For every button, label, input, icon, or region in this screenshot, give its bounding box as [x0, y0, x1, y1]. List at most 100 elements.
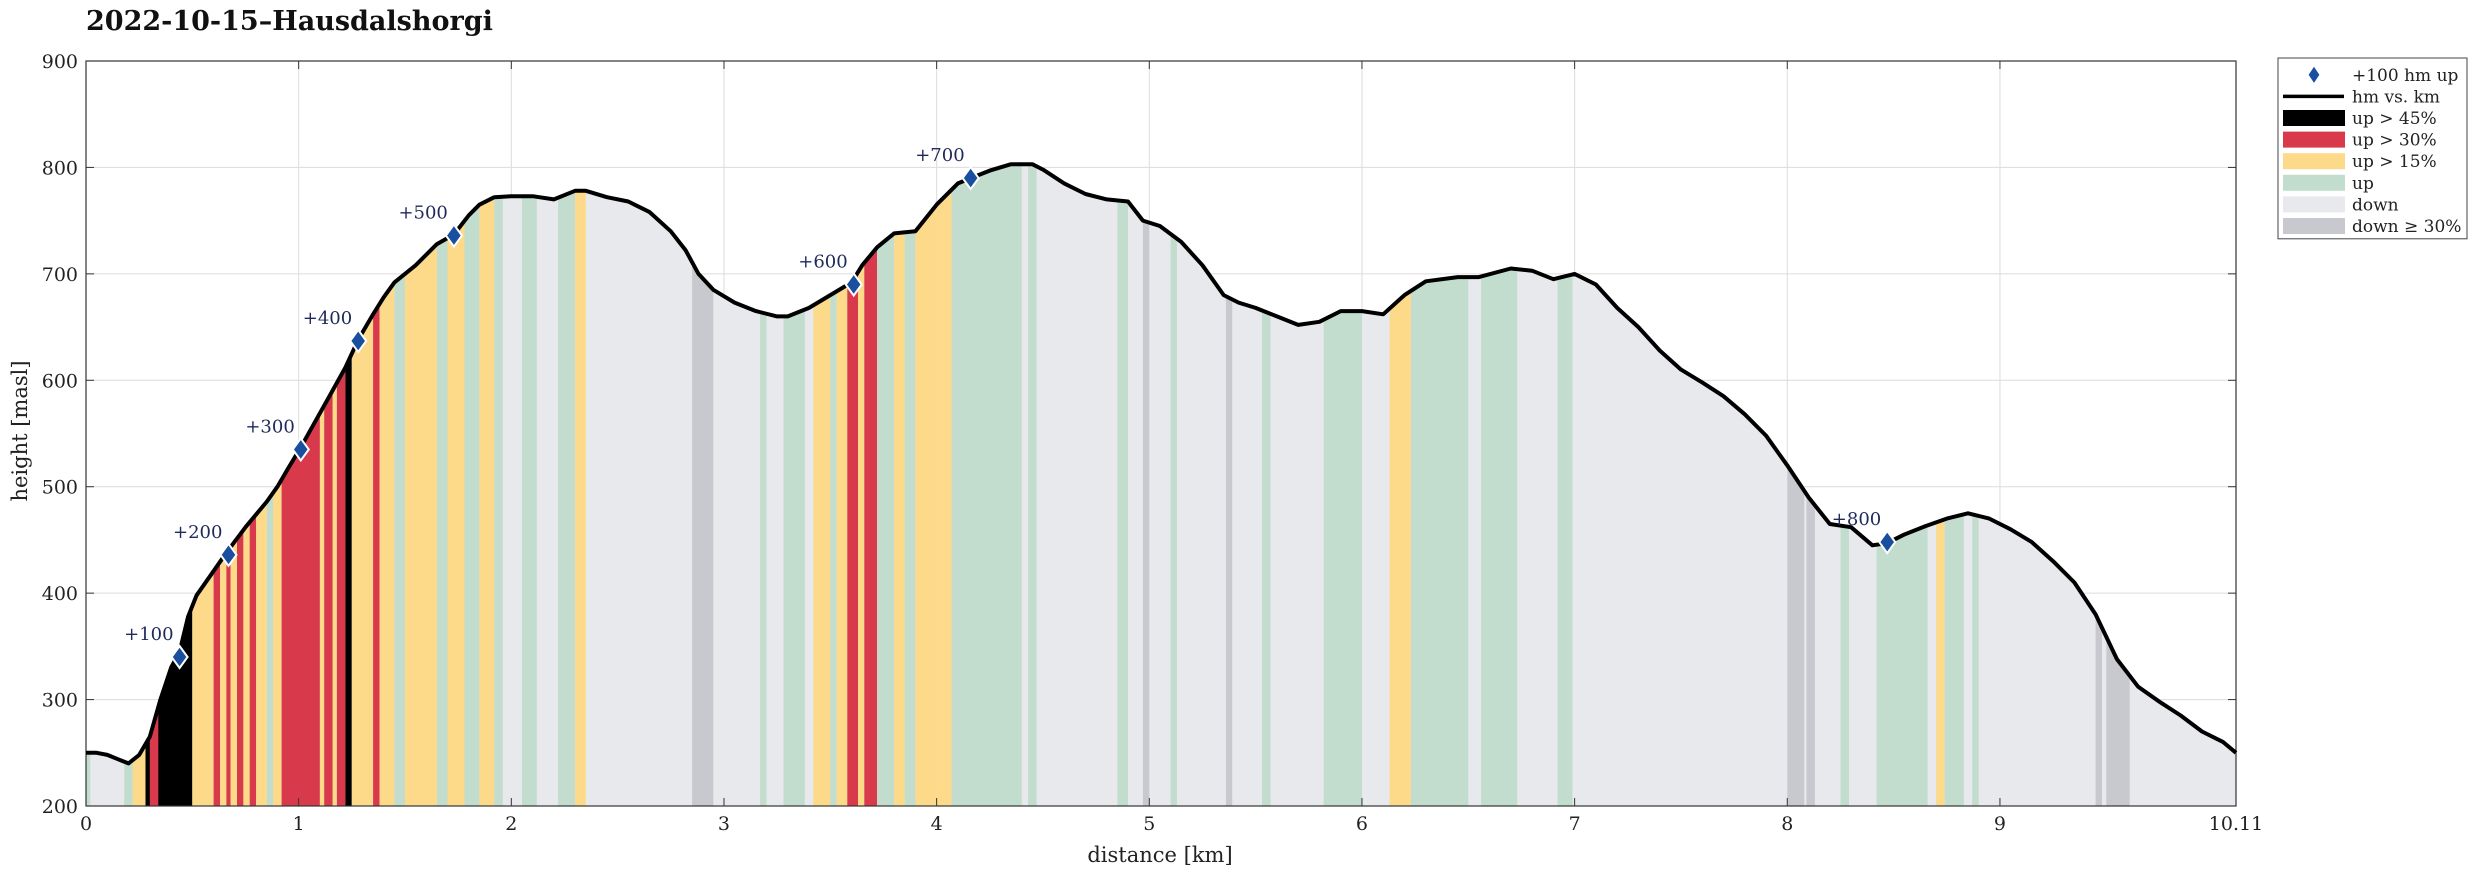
x-tick-label: 4: [931, 813, 943, 835]
x-tick-label: 1: [293, 813, 305, 835]
x-tick-label: 6: [1356, 813, 1368, 835]
band-up: [1972, 514, 1979, 806]
legend-swatch: [2283, 153, 2345, 170]
band-up: [1557, 274, 1573, 806]
band-up: [266, 492, 274, 806]
milestone-marker: [348, 328, 368, 354]
band-up15: [273, 479, 282, 806]
x-tick-label: 5: [1143, 813, 1155, 835]
band-up: [783, 309, 805, 806]
band-up30: [324, 390, 333, 806]
x-axis-label: distance [km]: [1087, 843, 1232, 867]
band-up30: [373, 304, 380, 806]
chart-title: 2022-10-15–Hausdalshorgi: [86, 6, 493, 37]
band-up30: [226, 547, 231, 806]
band-up15: [256, 501, 267, 806]
milestone-marker: [444, 222, 464, 249]
band-up: [1944, 514, 1964, 806]
legend-swatch: [2283, 174, 2345, 191]
milestone-label: +400: [303, 308, 352, 329]
band-up15: [192, 571, 214, 806]
band-up15: [936, 189, 952, 807]
milestone-label: +700: [915, 145, 964, 166]
milestone-label: +500: [398, 203, 447, 224]
band-up15: [230, 538, 237, 806]
band-up: [86, 752, 91, 806]
band-up45: [345, 353, 352, 806]
legend-marker-icon: [2307, 64, 2321, 85]
milestone-label: +100: [124, 624, 173, 645]
x-tick-label: 3: [718, 813, 730, 835]
band-up: [1876, 525, 1928, 806]
legend-swatch: [2283, 110, 2345, 126]
band-down30: [692, 262, 714, 806]
band-up15: [1936, 519, 1945, 806]
band-up15: [332, 382, 337, 806]
band-up15: [479, 197, 495, 806]
y-tick-label: 300: [42, 690, 78, 712]
band-up: [1323, 311, 1362, 806]
band-up: [1840, 525, 1849, 806]
milestone-labels: +100 +200 +300 +400 +500 +600 +700 +800: [124, 145, 1881, 645]
plot-frame: [85, 60, 2237, 807]
milestone-label: +600: [798, 252, 847, 273]
down-area-fill: [86, 164, 2236, 806]
band-up: [1410, 277, 1469, 807]
band-up30: [249, 514, 257, 806]
band-up15: [858, 262, 865, 806]
band-up15: [447, 220, 465, 807]
milestone-marker: [170, 644, 189, 670]
y-tick-label: 800: [42, 157, 78, 179]
band-up15: [836, 284, 848, 806]
band-up15: [351, 314, 374, 806]
y-axis-label: height [masl]: [8, 360, 32, 501]
y-tick-label: 700: [42, 264, 78, 286]
legend-label: up > 30%: [2352, 131, 2437, 151]
band-down30: [1806, 494, 1815, 806]
band-up30: [336, 367, 346, 806]
band-up30: [281, 413, 320, 806]
legend-swatch: [2283, 131, 2345, 148]
x-tick-label: 10.11: [2209, 813, 2263, 835]
band-up: [494, 196, 503, 806]
band-up: [522, 196, 537, 806]
band-up: [830, 291, 837, 806]
band-up30: [213, 561, 220, 806]
y-tick-label: 600: [42, 370, 78, 392]
legend-label: up > 45%: [2352, 109, 2437, 129]
y-axis-ticks: 200 300 400 500 600 700 800 900: [42, 51, 2236, 818]
band-down30: [1787, 465, 1805, 806]
band-up: [760, 312, 767, 806]
milestone-label: +800: [1832, 509, 1881, 530]
band-down30: [2106, 636, 2130, 806]
milestone-marker: [961, 165, 980, 191]
band-up15: [915, 204, 937, 806]
band-up15: [575, 190, 586, 807]
band-up30: [864, 247, 878, 807]
band-up: [436, 238, 448, 807]
gradient-bands: [86, 164, 2130, 807]
band-up: [1262, 310, 1271, 806]
band-up: [877, 233, 895, 806]
legend-swatch: [2283, 218, 2345, 234]
band-up: [1028, 164, 1037, 806]
y-tick-label: 900: [42, 51, 78, 73]
milestone-marker: [844, 271, 863, 298]
band-up15: [379, 282, 395, 806]
band-up30: [847, 272, 858, 806]
band-up15: [813, 295, 831, 806]
x-tick-label: 7: [1569, 813, 1581, 835]
profile-line: [86, 162, 2238, 766]
band-up30: [237, 530, 244, 806]
band-up: [1117, 200, 1128, 806]
y-tick-label: 400: [42, 583, 78, 605]
y-tick-label: 500: [42, 477, 78, 499]
profile-path: [86, 162, 2238, 766]
legend-label: hm vs. km: [2352, 87, 2440, 107]
band-down30: [2095, 614, 2102, 806]
milestone-markers: [170, 165, 1897, 670]
band-up: [951, 164, 1022, 806]
band-up: [394, 273, 405, 806]
band-up: [904, 231, 916, 807]
